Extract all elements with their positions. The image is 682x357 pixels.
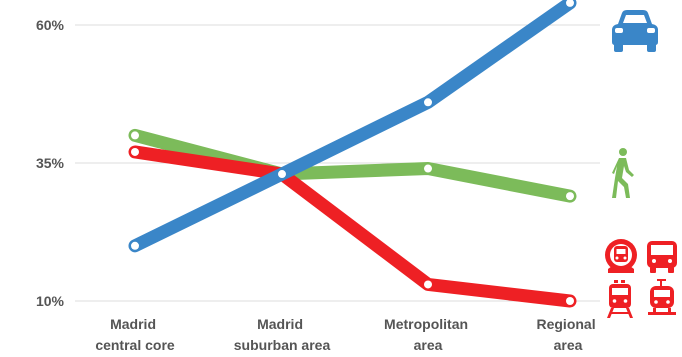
y-tick-label-middle: 35%	[36, 155, 65, 171]
series-line-walking	[128, 128, 577, 203]
pedestrian-icon	[612, 148, 634, 198]
x-category-label: Metropolitan area	[384, 316, 472, 353]
data-point-car	[424, 98, 432, 107]
x-category-label-line2: area	[554, 337, 583, 353]
y-tick-label-top: 60%	[36, 17, 65, 33]
bus-icon	[647, 241, 677, 273]
train-icon	[607, 280, 633, 318]
data-point-walking	[424, 164, 432, 173]
data-point-public-transport	[131, 147, 139, 156]
data-point-walking	[131, 131, 139, 140]
data-point-public-transport	[566, 297, 574, 305]
x-category-label-line1: Metropolitan	[384, 316, 468, 332]
tram-icon	[648, 279, 676, 315]
x-category-label-line1: Madrid	[110, 316, 156, 332]
x-category-label-line2: central core	[95, 337, 175, 353]
x-category-label: Madrid central core	[95, 316, 175, 353]
data-point-car	[131, 241, 139, 250]
x-category-label-line1: Madrid	[257, 316, 303, 332]
car-icon	[612, 10, 658, 52]
x-category-label-line1: Regional	[536, 316, 595, 332]
series-line-car	[128, 0, 577, 253]
series-layer	[128, 0, 577, 308]
data-point-public-transport	[424, 280, 432, 289]
x-category-label: Regional area	[536, 316, 599, 353]
series-line-public-transport	[128, 145, 577, 308]
y-tick-label-bottom: 10%	[36, 293, 65, 309]
data-point-walking	[566, 192, 574, 201]
metro-icon	[605, 239, 637, 273]
data-point-car	[278, 170, 286, 179]
x-category-label-line2: suburban area	[234, 337, 331, 353]
x-category-label: Madrid suburban area	[234, 316, 331, 353]
x-category-label-line2: area	[414, 337, 443, 353]
data-point-car	[566, 0, 574, 7]
